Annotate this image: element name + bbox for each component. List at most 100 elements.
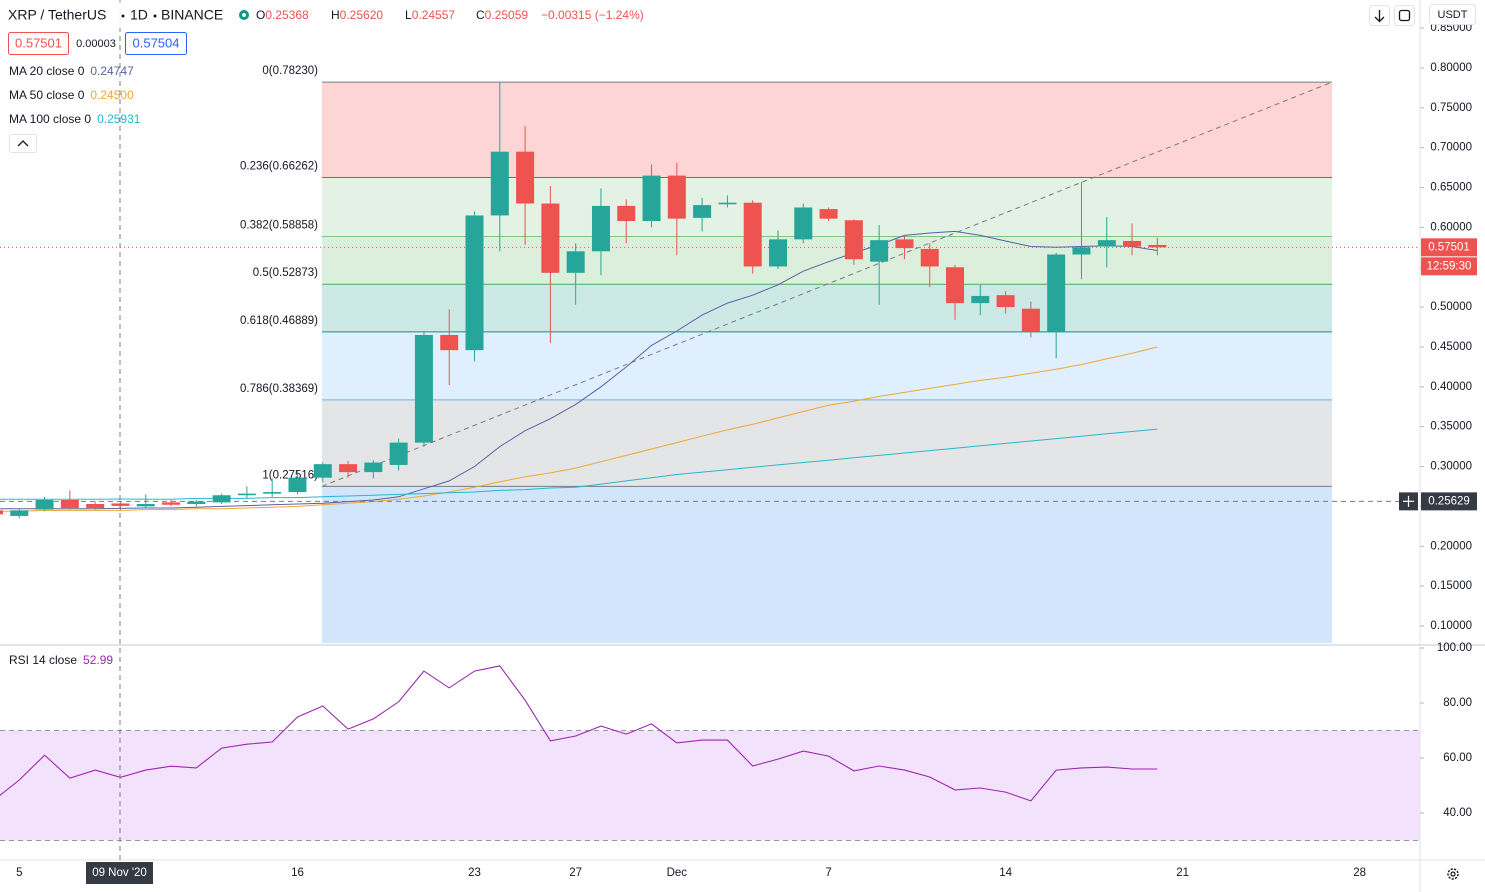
rsi-legend-name: RSI 14 close xyxy=(9,653,77,667)
candle-body xyxy=(870,240,889,262)
symbol: XRP / TetherUS xyxy=(8,7,106,23)
candle-body xyxy=(1021,308,1040,332)
market-status-inner xyxy=(242,13,246,17)
candle-body xyxy=(1072,247,1091,255)
fib-label: 0.236(0.66262) xyxy=(240,161,318,173)
fib-label: 0.618(0.46889) xyxy=(240,315,318,327)
y-tick-label: 60.00 xyxy=(1443,752,1472,764)
candle-body xyxy=(162,502,181,505)
y-tick-label: 0.65000 xyxy=(1430,182,1472,194)
x-tick-label: 7 xyxy=(825,867,831,879)
ma-line xyxy=(0,346,1158,512)
rsi-line xyxy=(0,665,1158,802)
interval: 1D xyxy=(130,7,148,23)
y-tick-label: 0.60000 xyxy=(1430,221,1472,233)
ohlc-value: 0.24557 xyxy=(412,8,456,22)
x-tick-label: 16 xyxy=(291,867,304,879)
ma-legend-name: MA 50 close 0 xyxy=(9,88,85,102)
price-pane: 0(0.78230) 0.236(0.66262) 0.382(0.58858) 0.… xyxy=(0,65,1420,643)
candle-body xyxy=(1047,254,1066,332)
rsi-legend-value: 52.99 xyxy=(83,653,113,667)
candle-body xyxy=(1148,244,1167,248)
candle-body xyxy=(364,462,383,473)
crosshair-price-box xyxy=(1421,492,1477,511)
candle-body xyxy=(60,500,79,508)
ma-legend: MA 100 close 0 0.25931 xyxy=(9,112,141,126)
ohlc-key: H xyxy=(331,8,340,22)
ohlc-item: C0.25059 xyxy=(476,8,528,22)
rsi-pane xyxy=(0,665,1420,841)
candle-body xyxy=(1123,240,1142,247)
collapse-button[interactable] xyxy=(9,134,37,153)
fib-label: 0.786(0.38369) xyxy=(240,383,318,395)
buy-box[interactable] xyxy=(125,32,187,55)
candle-body xyxy=(667,175,686,219)
fullscreen-icon xyxy=(1398,9,1411,22)
candle-body xyxy=(920,248,939,267)
currency: USDT xyxy=(1438,9,1468,21)
y-tick-label: 0.40000 xyxy=(1430,381,1472,393)
y-tick-label: 0.70000 xyxy=(1430,142,1472,154)
candle-body xyxy=(339,464,358,473)
candle-body xyxy=(819,209,838,219)
crosshair-date-label: 09 Nov '20 xyxy=(92,867,147,879)
ma-line xyxy=(0,428,1158,500)
fib-label: 0.5(0.52873) xyxy=(253,267,318,279)
rsi-legend: RSI 14 close 52.99 xyxy=(9,653,113,667)
candle-body xyxy=(288,477,307,493)
candle-body xyxy=(566,251,585,273)
down-arrow xyxy=(1374,10,1385,23)
candle-body xyxy=(187,501,206,504)
header-bg xyxy=(0,2,630,28)
spread: 0.00003 xyxy=(76,38,116,50)
chevron-up xyxy=(17,140,29,147)
candle-body xyxy=(1097,240,1116,247)
candle-body xyxy=(693,205,712,218)
settings-gear[interactable] xyxy=(1447,868,1459,880)
x-tick-label: 5 xyxy=(16,867,22,879)
currency-box[interactable] xyxy=(1429,4,1476,25)
y-tick-label: 40.00 xyxy=(1443,807,1472,819)
y-tick-label: 0.80000 xyxy=(1430,62,1472,74)
ma-legend-name: MA 20 close 0 xyxy=(9,64,85,78)
fullscreen-button[interactable] xyxy=(1394,5,1415,26)
ma-legend-name: MA 100 close 0 xyxy=(9,112,91,126)
candle-body xyxy=(541,203,560,273)
fib-zone xyxy=(322,486,1332,643)
y-tick-label: 0.30000 xyxy=(1430,461,1472,473)
y-tick-label: 0.35000 xyxy=(1430,421,1472,433)
ma-legend: MA 50 close 0 0.24500 xyxy=(9,88,134,102)
last-price-box xyxy=(1421,238,1477,257)
crosshair-date-box xyxy=(86,862,153,884)
y-tick-label: 0.75000 xyxy=(1430,102,1472,114)
y-tick-label: 0.20000 xyxy=(1430,540,1472,552)
candle-body xyxy=(895,239,914,249)
buy-price: 0.57504 xyxy=(133,35,180,50)
ma-line xyxy=(0,230,1158,510)
x-tick-label: Dec xyxy=(667,867,688,879)
countdown-box xyxy=(1421,257,1477,276)
candle-body xyxy=(946,267,965,304)
x-tick-label: 28 xyxy=(1353,867,1366,879)
sell-box[interactable] xyxy=(8,32,69,55)
ohlc-value: 0.25620 xyxy=(340,8,384,22)
ma-legend-value: 0.24747 xyxy=(90,64,134,78)
fib-zone xyxy=(322,331,1332,400)
countdown-label: 12:59:30 xyxy=(1427,260,1472,272)
candle-body xyxy=(313,464,332,478)
x-tick-label: 23 xyxy=(468,867,481,879)
x-tick-label: 14 xyxy=(999,867,1012,879)
candle-body xyxy=(237,493,256,496)
candle-body xyxy=(591,205,610,252)
candle-body xyxy=(794,207,813,240)
candle-body xyxy=(86,503,105,508)
ohlc-item: L0.24557 xyxy=(405,8,455,22)
fib-zone xyxy=(322,236,1332,285)
candle-body xyxy=(440,335,459,351)
candle-body xyxy=(996,295,1015,308)
candle-body xyxy=(844,220,863,260)
candle-body xyxy=(263,492,282,494)
candle-body xyxy=(743,202,762,267)
